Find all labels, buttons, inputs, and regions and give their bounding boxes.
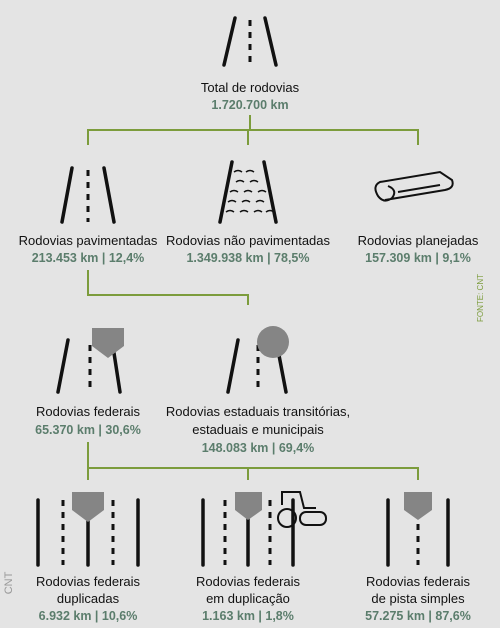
node-label: em duplicação	[206, 591, 290, 606]
node-value: 213.453 km | 12,4%	[32, 251, 145, 265]
node-label: Rodovias estaduais transitórias,	[166, 404, 350, 419]
node-value: 1.720.700 km	[211, 98, 288, 112]
duplicated-road-icon	[36, 492, 140, 567]
road-icon	[60, 166, 116, 224]
node-label: Rodovias planejadas	[358, 233, 479, 248]
node-label: Rodovias federais	[196, 574, 301, 589]
credit: CNT	[3, 571, 15, 594]
duplicating-road-icon	[201, 491, 327, 567]
map-roll-icon	[374, 170, 454, 202]
node-value: 57.275 km | 87,6%	[365, 609, 471, 623]
federal-road-icon	[56, 328, 124, 394]
node-label: Rodovias não pavimentadas	[166, 233, 331, 248]
node-label: Rodovias federais	[36, 404, 141, 419]
node-value: 1.349.938 km | 78,5%	[186, 251, 309, 265]
node-value: 157.309 km | 9,1%	[365, 251, 471, 265]
node-label: Total de rodovias	[201, 80, 300, 95]
road-icon	[222, 16, 278, 67]
node-value: 1.163 km | 1,8%	[202, 609, 294, 623]
single-road-icon	[386, 492, 450, 567]
state-road-icon	[226, 326, 289, 394]
source: FONTE: CNT	[476, 274, 485, 322]
node-label: Rodovias federais	[36, 574, 141, 589]
node-value: 65.370 km | 30,6%	[35, 423, 141, 437]
node-value: 148.083 km | 69,4%	[202, 441, 315, 455]
node-label: estaduais e municipais	[192, 422, 324, 437]
node-label: de pista simples	[371, 591, 465, 606]
node-value: 6.932 km | 10,6%	[39, 609, 138, 623]
unpaved-road-icon	[218, 160, 278, 224]
node-label: Rodovias federais	[366, 574, 471, 589]
node-label: duplicadas	[57, 591, 120, 606]
tree-lines	[87, 115, 419, 480]
node-label: Rodovias pavimentadas	[19, 233, 158, 248]
